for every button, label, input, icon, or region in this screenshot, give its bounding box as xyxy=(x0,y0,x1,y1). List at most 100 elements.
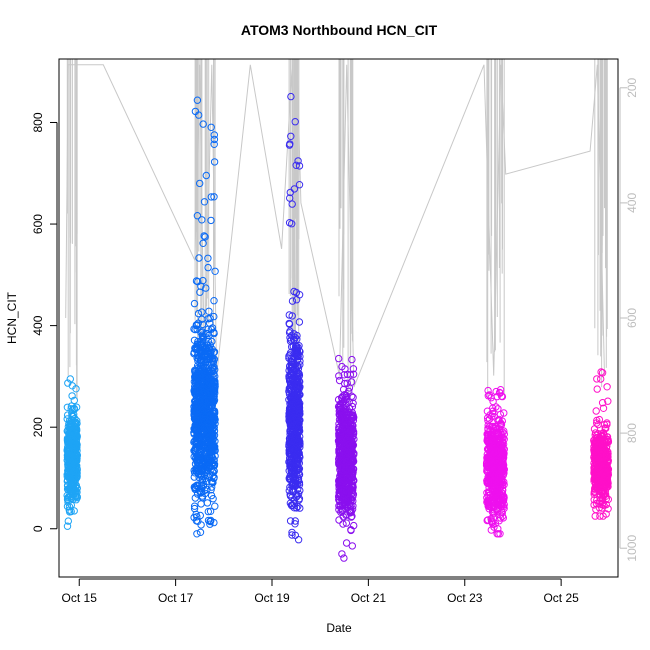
data-point xyxy=(286,194,294,202)
data-point xyxy=(285,311,293,319)
data-point xyxy=(294,370,302,378)
data-point xyxy=(599,499,607,507)
data-point xyxy=(485,431,493,440)
data-point xyxy=(295,419,303,427)
data-point xyxy=(69,467,78,476)
data-point xyxy=(497,421,505,430)
data-point xyxy=(191,389,199,398)
data-point xyxy=(498,464,506,472)
data-point xyxy=(336,477,344,485)
data-point xyxy=(64,517,73,525)
data-point xyxy=(67,507,75,516)
data-point xyxy=(498,450,507,458)
data-point xyxy=(592,482,600,491)
data-point xyxy=(197,453,206,461)
data-point xyxy=(339,477,347,486)
data-point xyxy=(190,483,199,491)
data-point xyxy=(190,299,199,308)
data-point xyxy=(348,355,356,364)
data-point xyxy=(191,400,200,408)
data-point xyxy=(195,382,203,390)
data-point xyxy=(335,516,343,524)
data-point xyxy=(204,459,212,467)
data-point xyxy=(295,437,303,445)
data-point xyxy=(194,357,202,365)
data-point xyxy=(199,335,207,344)
data-point xyxy=(500,409,508,417)
data-point xyxy=(489,503,497,511)
data-point xyxy=(203,499,212,507)
data-point xyxy=(292,504,301,512)
data-point xyxy=(335,442,344,450)
data-point xyxy=(204,435,212,443)
y-axis-label: HCN_CIT xyxy=(5,291,19,344)
data-point xyxy=(287,440,295,448)
data-point xyxy=(498,512,507,520)
data-point xyxy=(335,376,344,385)
data-point xyxy=(208,337,216,346)
data-point xyxy=(68,412,76,420)
data-point xyxy=(210,140,218,149)
data-point xyxy=(190,437,199,445)
data-point xyxy=(603,480,611,488)
data-point xyxy=(207,123,215,132)
data-point xyxy=(500,427,508,435)
data-point xyxy=(598,438,606,446)
data-point xyxy=(288,531,296,539)
data-point xyxy=(73,493,81,501)
y-tick-label: 800 xyxy=(31,112,45,132)
y-right-tick-label: 200 xyxy=(625,77,639,97)
data-point xyxy=(345,455,353,463)
data-point xyxy=(346,426,355,435)
data-point xyxy=(347,526,355,535)
data-point xyxy=(63,403,72,411)
data-point xyxy=(295,318,304,326)
data-point xyxy=(190,504,199,513)
y-right-tick-label: 1000 xyxy=(625,535,639,562)
data-point xyxy=(295,496,303,504)
data-point xyxy=(204,507,213,516)
data-point xyxy=(347,378,356,386)
data-point xyxy=(210,297,218,305)
data-point xyxy=(204,397,212,405)
data-point xyxy=(203,411,211,419)
series-group xyxy=(190,96,219,538)
data-point xyxy=(604,397,612,405)
altitude-trace-layer xyxy=(65,59,608,407)
data-point xyxy=(499,438,507,446)
data-point xyxy=(492,447,500,455)
data-point xyxy=(208,483,216,491)
data-point xyxy=(599,404,608,412)
data-point xyxy=(190,502,199,510)
data-point xyxy=(206,520,214,528)
data-point xyxy=(287,396,296,405)
data-point xyxy=(593,416,601,425)
data-point xyxy=(602,451,610,460)
y-tick-label: 400 xyxy=(31,315,45,335)
data-point xyxy=(197,500,205,508)
data-point xyxy=(496,436,505,444)
data-point xyxy=(342,510,351,518)
x-tick-label: Oct 21 xyxy=(351,591,387,605)
data-point xyxy=(204,254,212,262)
data-point xyxy=(190,325,198,333)
data-point xyxy=(194,482,202,490)
data-point xyxy=(497,483,505,491)
data-point xyxy=(598,433,607,441)
data-point xyxy=(598,501,606,509)
x-tick-label: Oct 17 xyxy=(158,591,194,605)
data-point xyxy=(204,315,212,323)
series-group xyxy=(63,375,82,530)
data-point xyxy=(210,423,218,432)
data-point xyxy=(194,466,202,474)
data-point xyxy=(335,423,343,432)
data-point xyxy=(202,284,210,292)
data-point xyxy=(593,459,601,468)
data-point xyxy=(496,389,504,397)
data-point xyxy=(488,432,497,440)
data-point xyxy=(593,385,601,393)
data-point xyxy=(194,309,203,318)
y-axis-right: 200 400 600 800 1000 xyxy=(619,77,639,562)
data-point xyxy=(484,444,492,452)
data-point xyxy=(496,386,505,394)
